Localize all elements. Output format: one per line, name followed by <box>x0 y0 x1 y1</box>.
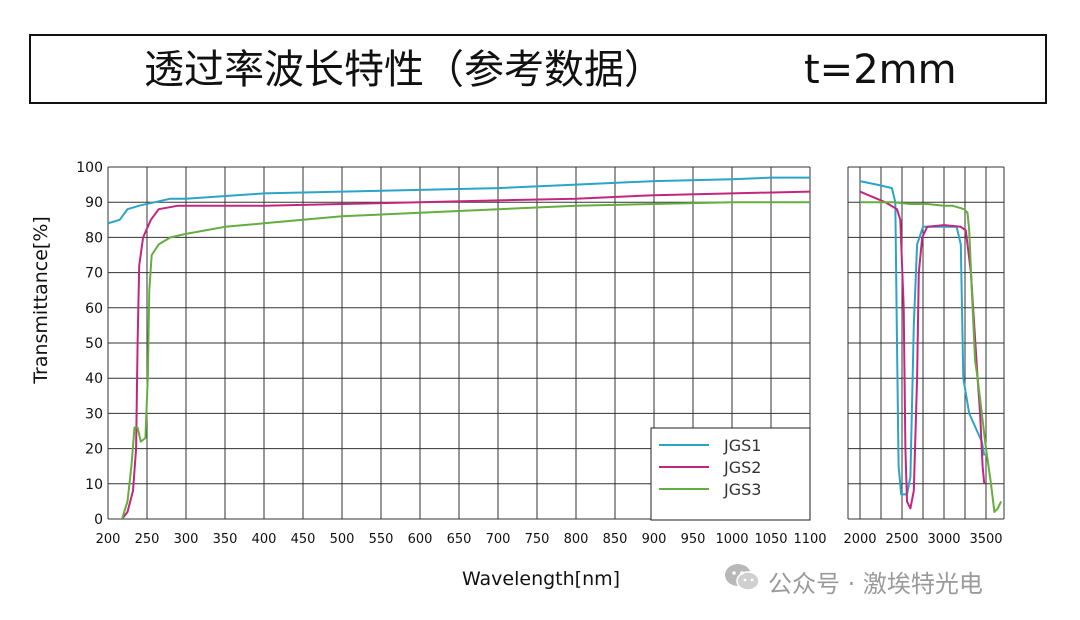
x-tick-label: 750 <box>525 532 550 547</box>
x-tick-label: 1100 <box>793 532 826 547</box>
series-line-jgs1-vis <box>108 176 810 225</box>
y-tick-label: 60 <box>85 301 103 317</box>
x-tick-label: 400 <box>252 532 277 547</box>
y-tick-label: 0 <box>94 512 103 528</box>
legend-label-jgs2: JGS2 <box>723 458 761 477</box>
y-tick-label: 30 <box>85 406 103 422</box>
x-tick-label: 350 <box>213 532 238 547</box>
plot-panel-1: 200 250 300 350 400 450 500 550 600 650 700 750 800 8… <box>96 166 827 547</box>
y-tick-label: 80 <box>85 230 103 246</box>
plot-panel-2: 2000 2500 3000 3500 <box>843 166 1005 547</box>
x-tick-label: 3000 <box>927 532 960 547</box>
y-tick-label: 90 <box>85 195 103 211</box>
series-line-jgs2-vis <box>121 190 810 519</box>
series-line-jgs1-ir <box>859 180 986 496</box>
x-axis-label: Wavelength[nm] <box>462 568 620 590</box>
watermark-text: 公众号 · 激埃特光电 <box>768 570 983 598</box>
x-tick-label: 850 <box>603 532 628 547</box>
wechat-icon <box>725 564 760 591</box>
y-axis-label: Transmittance[%] <box>30 216 52 385</box>
title-box: 透过率波长特性（参考数据） t=2mm <box>29 34 1047 104</box>
chart-title: 透过率波长特性（参考数据） <box>144 47 664 93</box>
x-tick-label: 3500 <box>969 532 1002 547</box>
x-tick-label: 650 <box>447 532 472 547</box>
x-tick-label: 500 <box>330 532 355 547</box>
series-line-jgs3-ir <box>860 201 1003 513</box>
x-tick-label: 1000 <box>715 532 748 547</box>
legend: JGS1 JGS2 JGS3 <box>650 427 811 521</box>
x-tick-label: 550 <box>369 532 394 547</box>
x-tick-label: 800 <box>564 532 589 547</box>
y-tick-label: 20 <box>85 442 103 458</box>
x-tick-label: 200 <box>96 532 121 547</box>
x-tick-label: 300 <box>174 532 199 547</box>
legend-label-jgs3: JGS3 <box>723 480 761 499</box>
y-tick-label: 50 <box>85 336 103 352</box>
x-tick-label: 250 <box>135 532 160 547</box>
y-tick-label: 70 <box>85 266 103 282</box>
x-tick-label: 2500 <box>885 532 918 547</box>
legend-label-jgs1: JGS1 <box>723 436 761 455</box>
y-tick-label: 10 <box>85 477 103 493</box>
x-tick-label: 600 <box>408 532 433 547</box>
series-line-jgs3-vis <box>121 201 810 519</box>
legend-box <box>650 427 811 521</box>
x-tick-label: 1050 <box>754 532 787 547</box>
x-tick-label: 700 <box>486 532 511 547</box>
x-tick-label: 950 <box>681 532 706 547</box>
thickness-label: t=2mm <box>804 47 957 93</box>
x-tick-label: 2000 <box>843 532 876 547</box>
y-tick-label: 100 <box>76 160 103 176</box>
x-tick-label: 900 <box>642 532 667 547</box>
x-tick-label: 450 <box>291 532 316 547</box>
series-line-jgs2-ir <box>859 190 986 510</box>
watermark: 公众号 · 激埃特光电 <box>724 558 1054 598</box>
y-tick-label: 40 <box>85 371 103 387</box>
